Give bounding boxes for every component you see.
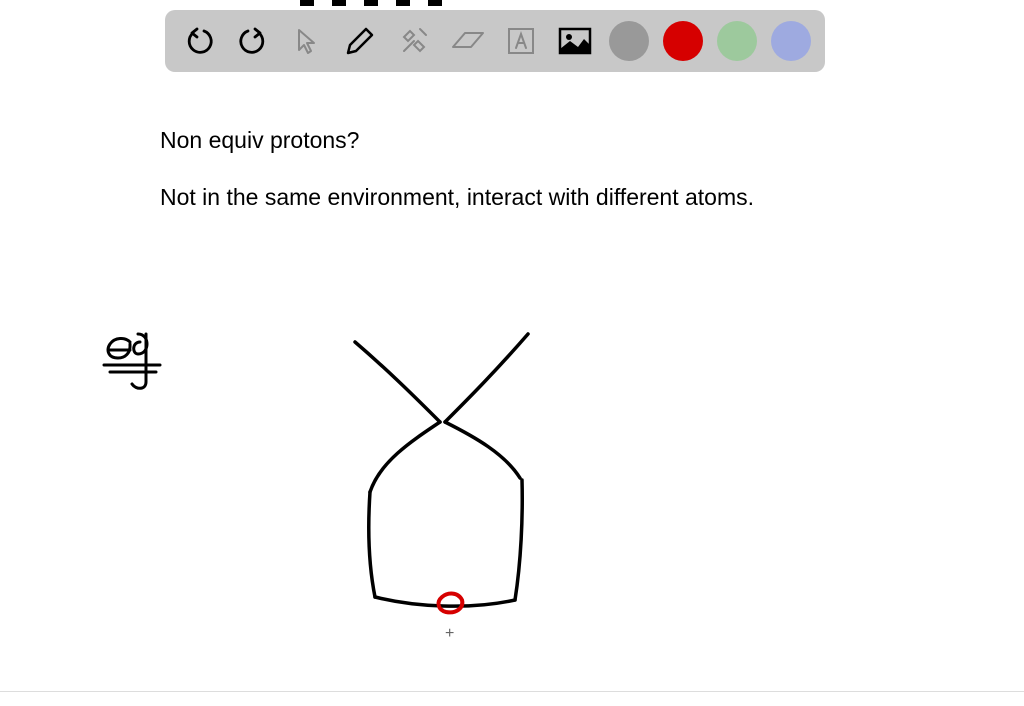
color-blue[interactable] [771,21,811,61]
redo-icon [237,25,269,57]
color-grey[interactable] [609,21,649,61]
cropped-header-fragment [300,0,442,6]
eg-annotation [104,334,160,388]
text-icon [506,26,536,56]
undo-icon [183,25,215,57]
bottom-divider [0,691,1024,692]
pen-button[interactable] [340,21,380,61]
pointer-icon [291,26,321,56]
color-red[interactable] [663,21,703,61]
text-line-1: Non equiv protons? [160,127,359,154]
tools-button[interactable] [394,21,434,61]
cursor-indicator: + [445,625,454,643]
red-highlight [439,594,463,613]
redo-button[interactable] [233,21,273,61]
molecule-drawing [355,334,528,606]
drawing-svg [0,72,1024,692]
eraser-icon [451,29,485,53]
text-button[interactable] [502,21,542,61]
tools-icon [398,25,430,57]
text-line-2: Not in the same environment, interact wi… [160,184,754,211]
pointer-button[interactable] [287,21,327,61]
undo-button[interactable] [179,21,219,61]
pen-icon [344,25,376,57]
image-icon [558,27,592,55]
color-green[interactable] [717,21,757,61]
canvas[interactable]: Non equiv protons? Not in the same envir… [0,72,1024,692]
image-button[interactable] [555,21,595,61]
drawing-toolbar [165,10,825,72]
eraser-button[interactable] [448,21,488,61]
